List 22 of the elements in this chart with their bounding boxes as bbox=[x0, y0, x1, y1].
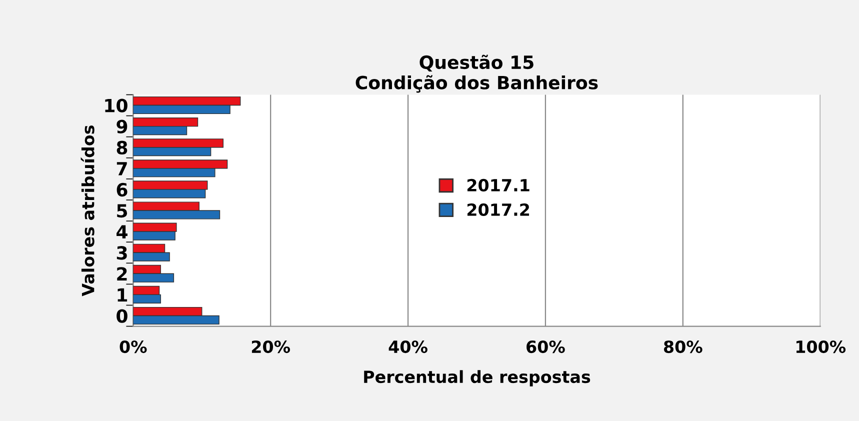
y-tick-label: 2 bbox=[117, 267, 127, 281]
y-tick-label: 7 bbox=[116, 162, 127, 176]
y-tick-label: 6 bbox=[116, 182, 128, 197]
x-axis-title: Percentual de respostas bbox=[364, 370, 590, 386]
x-tick-label: 0% bbox=[120, 340, 147, 354]
x-tick-label: 80% bbox=[664, 340, 702, 354]
y-tick-label: 5 bbox=[117, 204, 128, 218]
chart-title: Questão 15 Condição dos Banheiros bbox=[356, 54, 598, 93]
x-tick-label: 20% bbox=[252, 340, 290, 354]
y-tick-label: 0 bbox=[116, 309, 128, 323]
y-tick-label: 3 bbox=[116, 246, 127, 260]
legend-label: 2017.1 bbox=[467, 178, 530, 192]
x-tick-label: 40% bbox=[388, 340, 428, 354]
x-tick-label: 60% bbox=[526, 340, 565, 354]
y-tick-label: 4 bbox=[116, 225, 128, 238]
y-tick-label: 1 bbox=[118, 288, 128, 302]
y-tick-label: 8 bbox=[116, 140, 128, 154]
y-axis-title: Valores atribuídos bbox=[80, 125, 94, 296]
x-tick-label: 100% bbox=[796, 340, 846, 354]
legend-label: 2017.2 bbox=[467, 203, 530, 216]
y-tick-label: 9 bbox=[116, 120, 128, 134]
y-tick-label: 10 bbox=[105, 98, 128, 112]
